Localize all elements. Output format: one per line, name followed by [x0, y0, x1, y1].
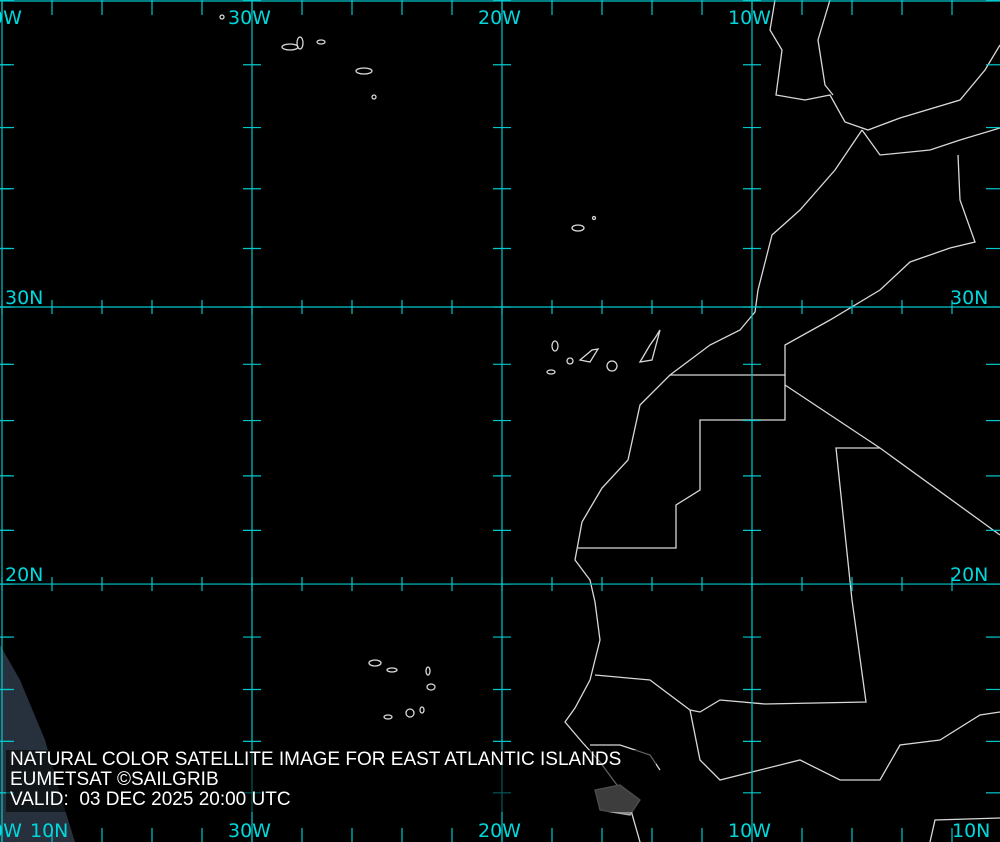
lat-label-right: 30N	[950, 287, 989, 309]
lat-label-left: 20N	[5, 564, 44, 586]
lat-label-right: 20N	[950, 564, 989, 586]
caption-source: EUMETSAT ©SAILGRIB	[10, 769, 219, 790]
mediterranean-coast	[861, 127, 1000, 156]
coastlines	[219, 0, 1000, 842]
lon-label-top: 0W	[0, 7, 22, 29]
guinea-border	[929, 817, 1000, 842]
western-sahara-border	[578, 374, 786, 549]
lat-label-left: 30N	[5, 287, 44, 309]
morocco-algeria-border	[784, 154, 976, 375]
islands	[219, 14, 661, 720]
lon-label-bottom: 0W	[0, 820, 22, 842]
lat-label-left: 10N	[30, 820, 69, 842]
caption-box: NATURAL COLOR SATELLITE IMAGE FOR EAST A…	[6, 750, 656, 812]
iberia-coast	[769, 0, 1000, 131]
mali-mauritania-border	[594, 447, 880, 713]
caption-valid-time: VALID: 03 DEC 2025 20:00 UTC	[10, 789, 291, 810]
lon-label-bottom: 10W	[728, 820, 771, 842]
lon-label-top: 30W	[228, 7, 271, 29]
lon-label-bottom: 20W	[478, 820, 521, 842]
lon-label-bottom: 30W	[228, 820, 271, 842]
satellite-swath	[0, 645, 75, 842]
caption-title: NATURAL COLOR SATELLITE IMAGE FOR EAST A…	[10, 749, 622, 770]
algeria-mauritania-border	[784, 384, 1000, 536]
iberia-inland-border	[817, 0, 834, 96]
lon-label-top: 10W	[728, 7, 771, 29]
west-africa-borders	[689, 709, 1000, 781]
lon-label-top: 20W	[478, 7, 521, 29]
lat-label-right: 10N	[952, 820, 991, 842]
africa-coast	[564, 129, 863, 842]
